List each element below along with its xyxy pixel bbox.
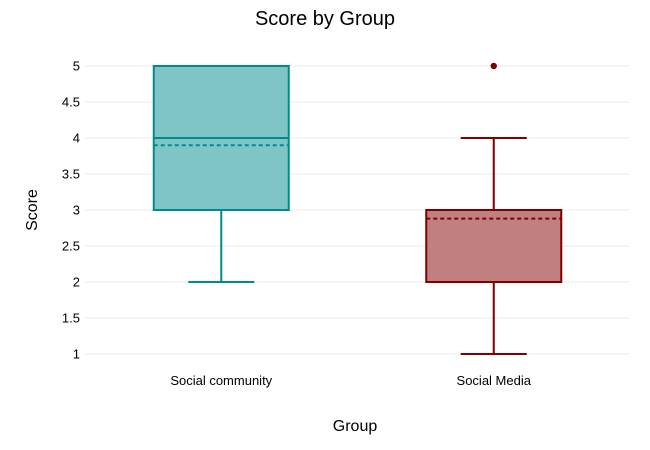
y-tick-label: 4.5 xyxy=(62,95,80,110)
y-tick-label: 3 xyxy=(73,203,80,218)
x-axis-title: Group xyxy=(333,418,378,435)
boxes xyxy=(152,62,563,355)
y-tick-label: 4 xyxy=(73,131,80,146)
y-tick-label: 2 xyxy=(73,275,80,290)
box-group xyxy=(425,62,563,355)
y-tick-label: 2.5 xyxy=(62,239,80,254)
x-category-label: Social community xyxy=(170,373,272,388)
iqr-box xyxy=(425,209,563,283)
box-group xyxy=(152,65,290,283)
y-axis-ticks: 1 1.5 2 2.5 3 3.5 4 4.5 5 xyxy=(62,59,80,362)
x-axis-categories: Social community Social Media xyxy=(170,373,531,388)
y-tick-label: 5 xyxy=(73,59,80,74)
outlier-point xyxy=(490,62,497,70)
y-tick-label: 1 xyxy=(73,347,80,362)
x-category-label: Social Media xyxy=(457,373,532,388)
y-axis-title: Score xyxy=(24,189,41,231)
y-tick-label: 3.5 xyxy=(62,167,80,182)
y-tick-label: 1.5 xyxy=(62,311,80,326)
chart-title: Score by Group xyxy=(255,8,395,30)
